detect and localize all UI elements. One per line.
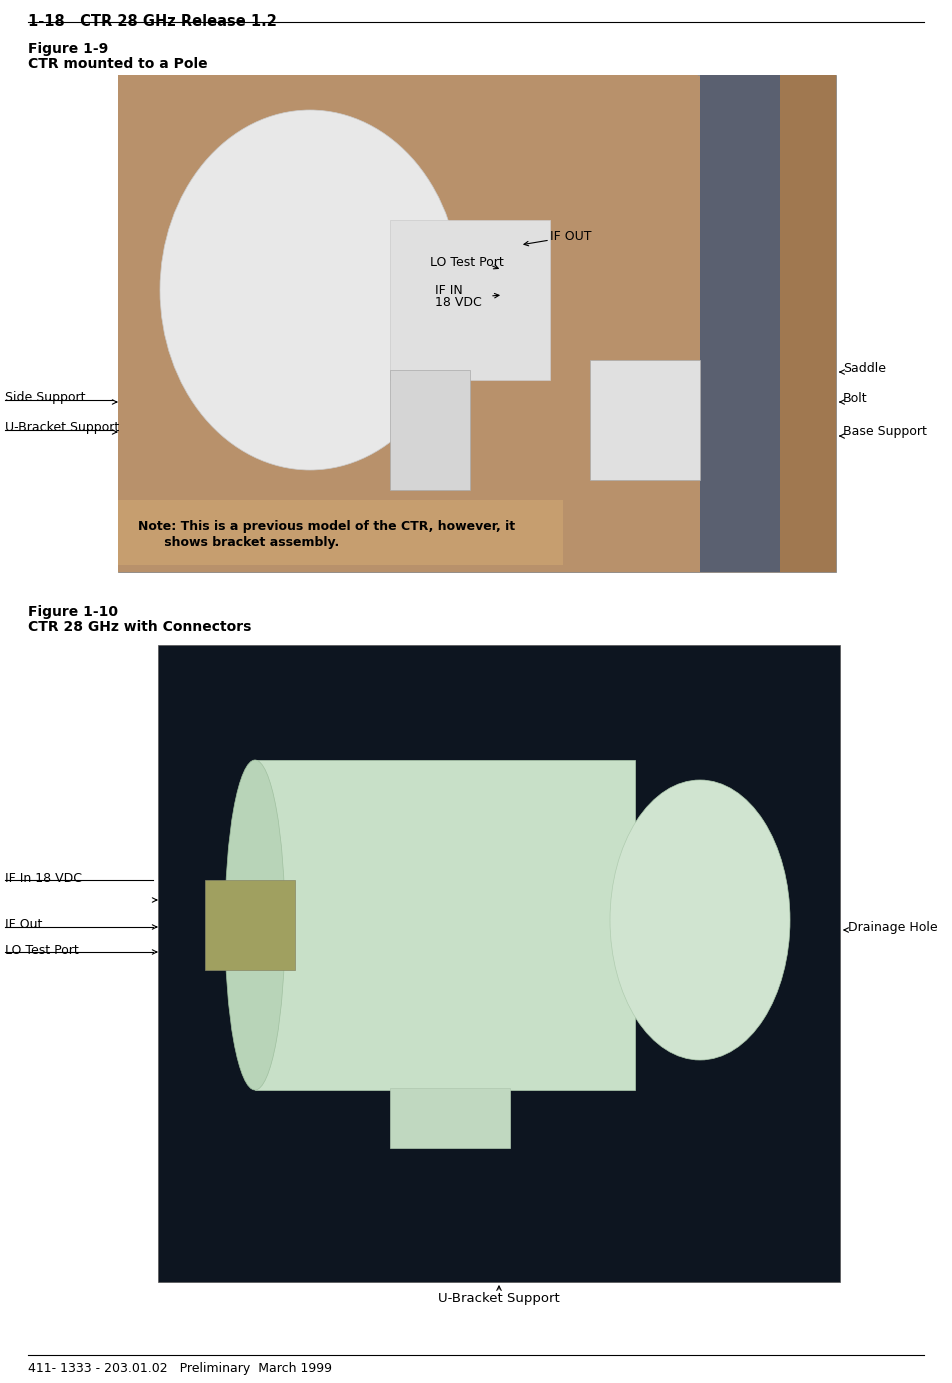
Bar xyxy=(118,75,698,573)
Text: LO Test Port: LO Test Port xyxy=(430,256,504,268)
Text: LO Test Port: LO Test Port xyxy=(5,943,79,957)
Ellipse shape xyxy=(225,761,285,1090)
Ellipse shape xyxy=(610,780,790,1059)
Text: Side Support: Side Support xyxy=(5,391,86,404)
Text: shows bracket assembly.: shows bracket assembly. xyxy=(138,537,339,549)
Text: U-Bracket Support: U-Bracket Support xyxy=(5,422,119,434)
Text: Base Support: Base Support xyxy=(843,426,927,438)
Bar xyxy=(205,880,295,969)
Bar xyxy=(390,371,470,490)
Text: 1-18   CTR 28 GHz Release 1.2: 1-18 CTR 28 GHz Release 1.2 xyxy=(28,14,277,29)
Text: Drainage Hole: Drainage Hole xyxy=(848,921,938,935)
Bar xyxy=(118,501,564,566)
Text: Saddle: Saddle xyxy=(843,361,886,375)
Text: IF IN: IF IN xyxy=(435,284,463,296)
Bar xyxy=(255,761,635,1090)
Bar xyxy=(590,360,700,480)
Ellipse shape xyxy=(160,111,460,470)
Text: Note: This is a previous model of the CTR, however, it: Note: This is a previous model of the CT… xyxy=(138,520,515,532)
Bar xyxy=(118,75,836,573)
Text: Bolt: Bolt xyxy=(843,391,867,404)
Text: 18 VDC: 18 VDC xyxy=(435,296,482,310)
Text: Figure 1-9: Figure 1-9 xyxy=(28,41,109,55)
Bar xyxy=(700,75,780,573)
Text: CTR 28 GHz with Connectors: CTR 28 GHz with Connectors xyxy=(28,620,251,633)
Bar xyxy=(390,1088,510,1148)
Text: IF Out: IF Out xyxy=(5,918,43,932)
Text: U-Bracket Support: U-Bracket Support xyxy=(438,1292,560,1306)
Text: IF OUT: IF OUT xyxy=(550,231,591,243)
Text: Figure 1-10: Figure 1-10 xyxy=(28,604,118,620)
Text: IF In 18 VDC: IF In 18 VDC xyxy=(5,871,82,885)
Text: 411- 1333 - 203.01.02   Preliminary  March 1999: 411- 1333 - 203.01.02 Preliminary March … xyxy=(28,1362,332,1375)
Bar xyxy=(780,75,836,573)
Bar xyxy=(158,644,840,1282)
Bar xyxy=(390,220,550,380)
Text: CTR mounted to a Pole: CTR mounted to a Pole xyxy=(28,57,208,71)
